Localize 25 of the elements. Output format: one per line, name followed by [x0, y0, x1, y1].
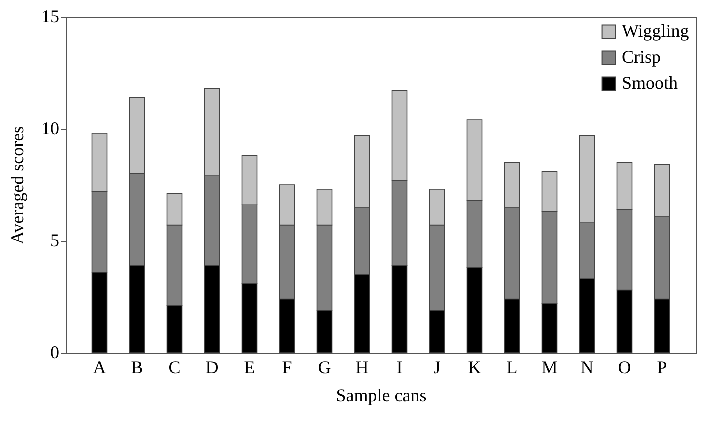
legend-label: Wiggling: [622, 21, 690, 41]
legend-label: Crisp: [622, 47, 662, 67]
x-tick-label: I: [396, 358, 403, 378]
x-tick-label: H: [356, 358, 369, 378]
x-tick-label: M: [542, 358, 558, 378]
x-tick-label: K: [468, 358, 482, 378]
x-tick-label: A: [93, 358, 106, 378]
y-tick-label: 0: [50, 342, 60, 362]
y-tick-label: 10: [42, 118, 60, 138]
x-tick-label: D: [206, 358, 219, 378]
x-tick-label: C: [168, 358, 181, 378]
x-tick-label: P: [657, 358, 668, 378]
x-tick-label: J: [434, 358, 441, 378]
x-axis-title: Sample cans: [336, 386, 427, 406]
x-tick-label: L: [506, 358, 518, 378]
x-tick-label: G: [318, 358, 332, 378]
y-axis-title: Averaged scores: [8, 126, 28, 245]
x-tick-label: F: [282, 358, 292, 378]
x-tick-label: N: [580, 358, 594, 378]
x-tick-label: O: [618, 358, 632, 378]
x-tick-label: B: [131, 358, 144, 378]
y-tick-label: 15: [42, 6, 60, 26]
legend-label: Smooth: [622, 73, 678, 93]
x-tick-label: E: [244, 358, 256, 378]
y-tick-label: 5: [50, 230, 60, 250]
